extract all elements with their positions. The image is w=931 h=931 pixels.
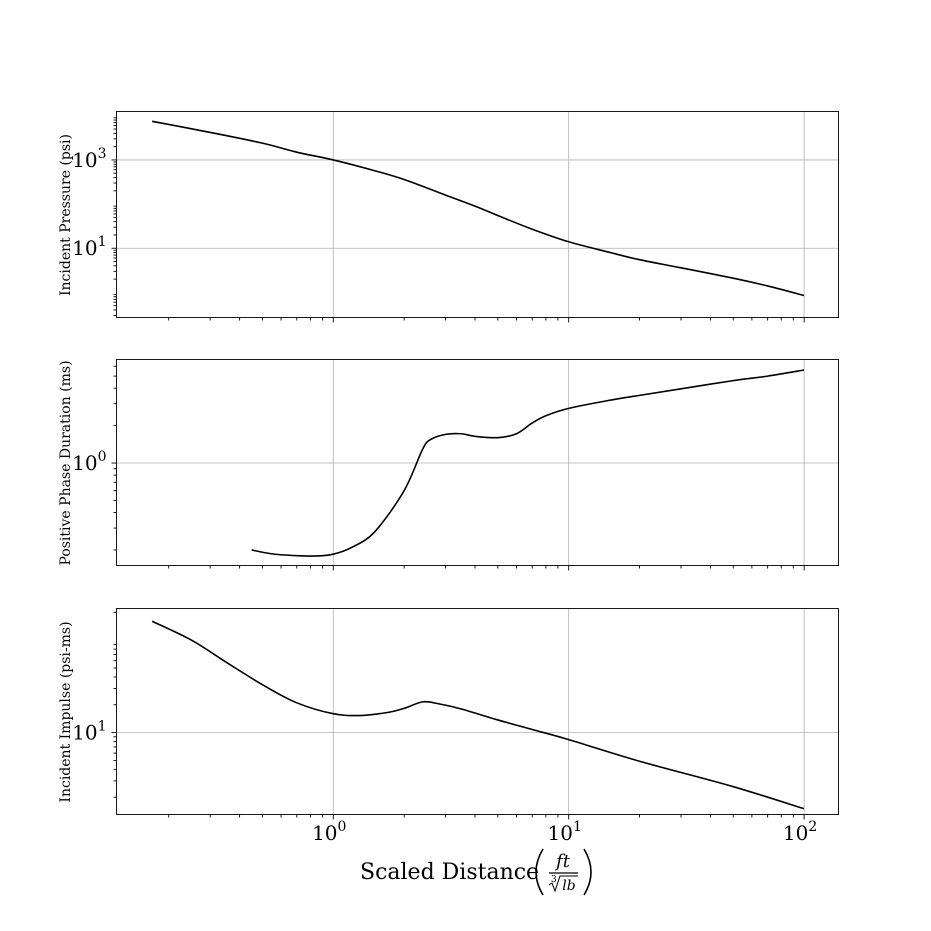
xtick-base: 10 [783, 821, 808, 845]
impulse-ytick-label: 101 [72, 719, 106, 745]
pressure-gridlines [116, 111, 839, 318]
impulse-panel: 101 Incident Impulse (psi-ms) [58, 608, 839, 820]
impulse-ytick-exp: 1 [98, 719, 107, 735]
pressure-frame [116, 111, 839, 318]
duration-ylabel: Positive Phase Duration (ms) [58, 360, 74, 565]
duration-frame [116, 359, 839, 566]
pressure-ylabel: Incident Pressure (psi) [58, 134, 74, 296]
pressure-ytick-label: 103 [72, 146, 106, 172]
pressure-ytick-exp: 3 [98, 146, 107, 162]
duration-ytick-exp: 0 [98, 449, 107, 465]
impulse-curve [151, 620, 805, 810]
impulse-ticks [111, 611, 805, 820]
impulse-ytick-base: 10 [72, 721, 97, 745]
radical-icon [548, 875, 578, 893]
xtick-exp: 1 [573, 819, 582, 835]
duration-ytick-label: 100 [72, 449, 106, 475]
pressure-ytick-base: 10 [72, 236, 97, 260]
pressure-panel: 103 101 Incident Pressure (psi) [58, 111, 839, 323]
xtick-label: 102 [783, 819, 817, 845]
xtick-exp: 0 [338, 819, 347, 835]
xtick-label: 100 [312, 819, 346, 845]
impulse-ylabel: Incident Impulse (psi-ms) [58, 621, 74, 802]
impulse-frame [116, 608, 839, 815]
duration-ticks [111, 365, 805, 571]
duration-panel: 100 Positive Phase Duration (ms) [58, 359, 839, 571]
duration-curve [251, 369, 805, 557]
pressure-ytick-base: 10 [72, 148, 97, 172]
pressure-ticks [111, 117, 805, 323]
root-index: 3 [551, 875, 557, 885]
left-paren-icon [535, 848, 544, 896]
pressure-ytick-label: 101 [72, 234, 106, 260]
duration-gridlines [116, 359, 839, 566]
impulse-gridlines [116, 608, 839, 815]
pressure-ytick-exp: 1 [98, 234, 107, 250]
fraction-numerator: ft [554, 851, 571, 872]
right-paren-icon [583, 848, 592, 896]
duration-ytick-base: 10 [72, 451, 97, 475]
pressure-curve [151, 120, 805, 297]
xtick-base: 10 [547, 821, 572, 845]
xtick-label: 101 [547, 819, 581, 845]
x-axis-label: Scaled Distance ft 3 lb [360, 848, 592, 896]
xtick-exp: 2 [808, 819, 817, 835]
xtick-base: 10 [312, 821, 337, 845]
x-axis-label-text: Scaled Distance [360, 860, 539, 885]
fraction-denominator: lb [562, 878, 575, 894]
